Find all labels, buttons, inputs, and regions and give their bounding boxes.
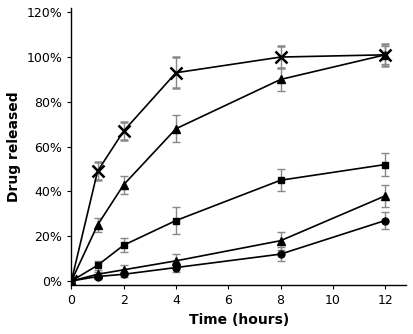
Y-axis label: Drug released: Drug released — [7, 91, 21, 202]
X-axis label: Time (hours): Time (hours) — [189, 313, 289, 327]
